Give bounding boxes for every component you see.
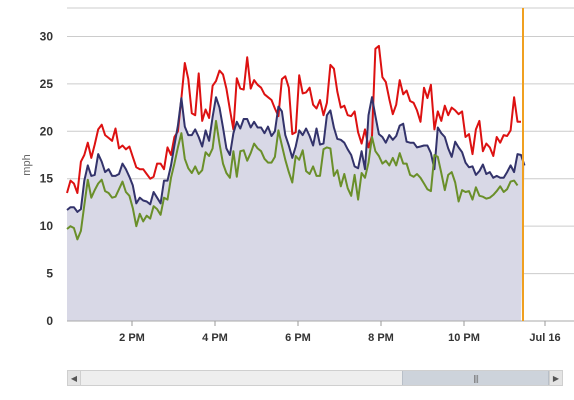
y-tick-label: 25 [40, 77, 54, 91]
x-axis-ticks: 2 PM 4 PM 6 PM 8 PM 10 PM Jul 16 [119, 321, 561, 344]
y-axis-label: mph [21, 154, 33, 175]
y-axis-ticks: 0 5 10 15 20 25 30 [40, 29, 54, 328]
series-line-1 [66, 44, 521, 194]
arrow-right-icon: ▶ [552, 373, 560, 383]
area-fill [67, 97, 525, 321]
series-lines [66, 44, 526, 241]
y-tick-label: 30 [40, 29, 54, 43]
y-tick-label: 20 [40, 124, 54, 138]
series-line-3 [66, 119, 519, 241]
y-tick-label: 10 [40, 219, 54, 233]
x-tick-label: 2 PM [119, 332, 145, 344]
wind-speed-chart: 0 5 10 15 20 25 30 2 PM 4 PM 6 PM 8 PM 10 PM Jul 16… [21, 7, 574, 344]
y-tick-label: 0 [46, 314, 53, 328]
x-tick-label: 6 PM [285, 332, 311, 344]
x-tick-label: Jul 16 [529, 332, 560, 344]
x-tick-label: 4 PM [202, 332, 228, 344]
scrollbar-thumb[interactable]: ||| [402, 371, 549, 385]
arrow-left-icon: ◀ [70, 373, 78, 383]
series-line-2 [66, 96, 526, 213]
x-tick-label: 8 PM [368, 332, 394, 344]
grip-icon: ||| [472, 373, 479, 383]
scroll-left-button[interactable]: ◀ [67, 370, 81, 386]
chart-scrollbar[interactable]: ◀ ||| ▶ [67, 370, 563, 386]
y-tick-label: 5 [46, 267, 53, 281]
y-tick-label: 15 [40, 172, 54, 186]
x-tick-label: 10 PM [448, 332, 480, 344]
scroll-right-button[interactable]: ▶ [549, 370, 563, 386]
